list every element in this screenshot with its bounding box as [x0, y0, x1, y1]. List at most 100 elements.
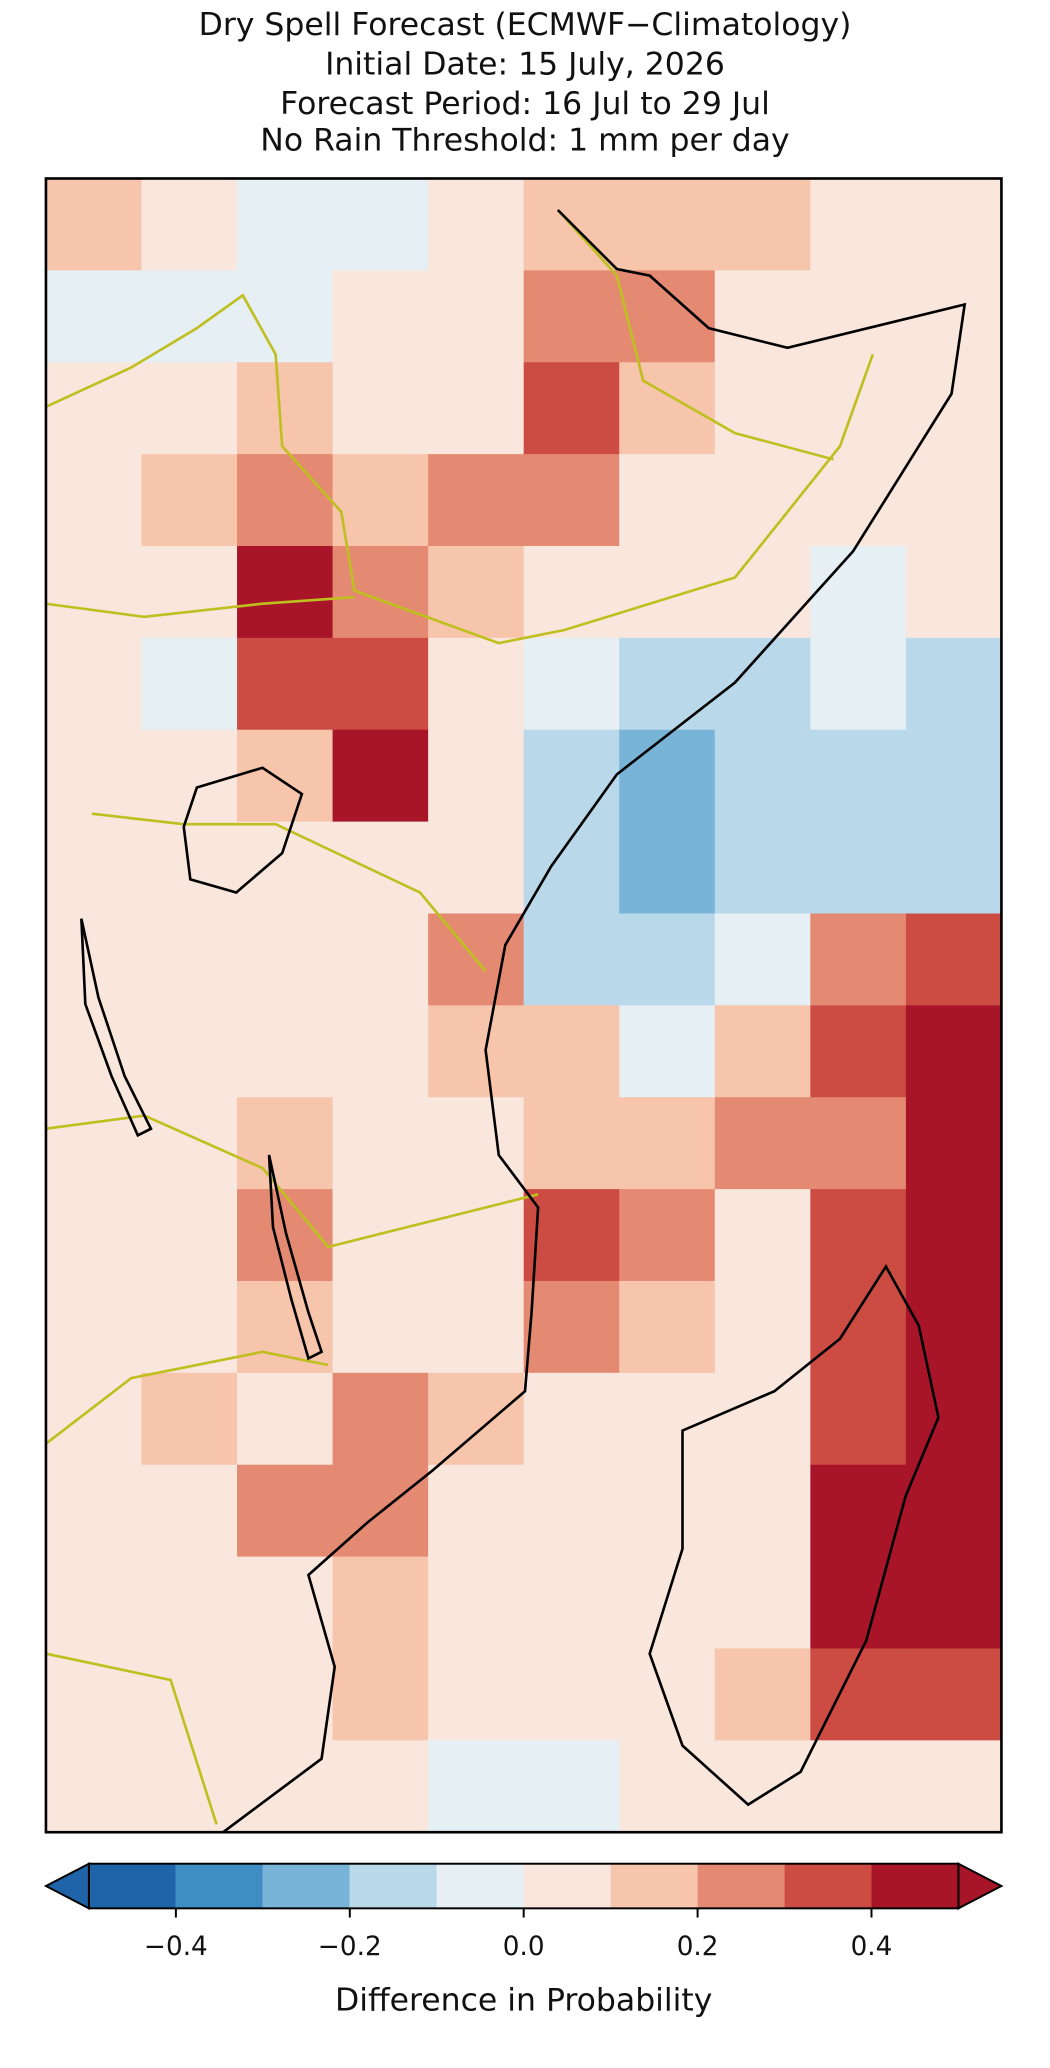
- grid-cell: [905, 270, 1003, 363]
- colorbar-swatch: [262, 1863, 350, 1909]
- grid-cell: [810, 1097, 907, 1190]
- grid-cell: [45, 729, 143, 823]
- grid-cell: [810, 1556, 907, 1650]
- grid-cell: [45, 1556, 143, 1650]
- colorbar: −0.4 −0.2 0.0 0.2 0.4: [43, 1862, 1004, 1962]
- grid-cell: [523, 1280, 620, 1374]
- grid-cell: [141, 1556, 238, 1650]
- grid-cell: [237, 1556, 334, 1650]
- grid-cell: [905, 1372, 1003, 1466]
- grid-cell: [141, 1464, 238, 1558]
- colorbar-swatch: [784, 1863, 872, 1909]
- grid-cell: [523, 545, 620, 639]
- grid-cell: [523, 1372, 620, 1466]
- grid-cell: [905, 454, 1003, 547]
- grid-cell: [905, 1740, 1003, 1833]
- grid-cell: [810, 1005, 907, 1098]
- colorbar-tick-label: −0.4: [144, 1932, 208, 1962]
- grid-cell: [714, 1097, 811, 1190]
- grid-cell: [619, 1740, 716, 1833]
- grid-cell: [332, 1280, 429, 1374]
- grid-cell: [714, 821, 811, 915]
- grid-cell: [237, 270, 334, 363]
- colorbar-swatch: [871, 1863, 959, 1909]
- grid-cell: [905, 637, 1003, 731]
- grid-cell: [237, 913, 334, 1007]
- grid-cell: [714, 270, 811, 363]
- grid-cell: [237, 454, 334, 547]
- grid-cell: [523, 1740, 620, 1833]
- grid-cell: [45, 1280, 143, 1374]
- grid-cell: [237, 821, 334, 915]
- grid-cell: [332, 1005, 429, 1098]
- grid-cell: [905, 1648, 1003, 1741]
- colorbar-swatch: [175, 1863, 263, 1909]
- chart-title: No Rain Threshold: 1 mm per day: [260, 123, 789, 159]
- grid-cell: [428, 637, 525, 731]
- grid-cell: [523, 362, 620, 455]
- grid-cell: [619, 1372, 716, 1466]
- grid-cell: [905, 1556, 1003, 1650]
- grid-cell: [905, 913, 1003, 1007]
- grid-cell: [714, 729, 811, 823]
- chart-title: Forecast Period: 16 Jul to 29 Jul: [280, 86, 770, 122]
- grid-cell: [714, 178, 811, 272]
- grid-cell: [45, 913, 143, 1007]
- grid-cell: [523, 1464, 620, 1558]
- grid-cell: [619, 821, 716, 915]
- grid-cell: [428, 1740, 525, 1833]
- grid-cell: [45, 178, 143, 272]
- grid-cell: [905, 1280, 1003, 1374]
- grid-cell: [237, 178, 334, 272]
- colorbar-swatch: [436, 1863, 524, 1909]
- grid-cell: [619, 913, 716, 1007]
- grid-cell: [428, 729, 525, 823]
- grid-cell: [810, 637, 907, 731]
- grid-cell: [332, 637, 429, 731]
- grid-cell: [619, 1280, 716, 1374]
- colorbar-tick-label: −0.2: [318, 1932, 382, 1962]
- grid-cell: [332, 1740, 429, 1833]
- grid-cell: [810, 362, 907, 455]
- grid-cell: [45, 454, 143, 547]
- grid-cell: [428, 270, 525, 363]
- colorbar-label: Difference in Probability: [335, 1983, 712, 2019]
- grid-cell: [141, 270, 238, 363]
- grid-cell: [810, 178, 907, 272]
- colorbar-extend-low: [43, 1862, 90, 1910]
- grid-cell: [619, 1648, 716, 1741]
- grid-cell: [141, 913, 238, 1007]
- grid-cell: [523, 637, 620, 731]
- grid-cell: [428, 1464, 525, 1558]
- grid-cell: [141, 1005, 238, 1098]
- grid-cell: [714, 1464, 811, 1558]
- grid-cell: [810, 729, 907, 823]
- grid-cell: [619, 178, 716, 272]
- grid-cell: [237, 729, 334, 823]
- grid-cell: [810, 821, 907, 915]
- grid-cell: [714, 913, 811, 1007]
- grid-cell: [714, 1648, 811, 1741]
- coastline: [222, 209, 967, 1834]
- grid-cell: [428, 362, 525, 455]
- grid-cell: [428, 1556, 525, 1650]
- colorbar-extend-high: [957, 1862, 1004, 1910]
- grid-cell: [237, 1005, 334, 1098]
- grid-cell: [237, 1464, 334, 1558]
- grid-cell: [905, 1097, 1003, 1190]
- grid-cell: [619, 1005, 716, 1098]
- grid-cell: [45, 1648, 143, 1741]
- grid-cell: [332, 1372, 429, 1466]
- grid-cell: [332, 729, 429, 823]
- grid-cell: [45, 637, 143, 731]
- colorbar-swatch: [88, 1863, 176, 1909]
- colorbar-swatch: [610, 1863, 698, 1909]
- grid-cell: [905, 545, 1003, 639]
- grid-cell: [332, 1097, 429, 1190]
- grid-cell: [619, 1464, 716, 1558]
- grid-cell: [810, 454, 907, 547]
- grid-cell: [428, 178, 525, 272]
- colorbar-swatch: [349, 1863, 437, 1909]
- grid-cell: [332, 1648, 429, 1741]
